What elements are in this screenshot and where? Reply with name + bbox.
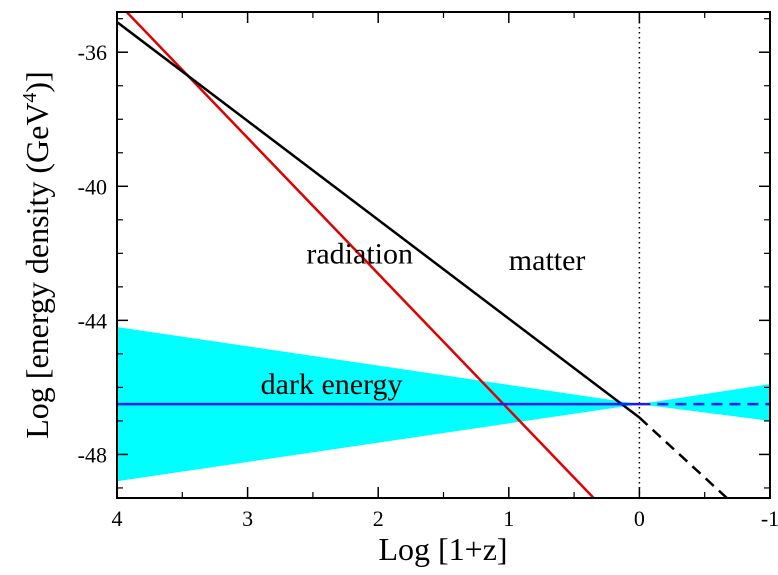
- y-axis-title: Log [energy density (GeV4)]: [19, 71, 55, 439]
- annotation-radiation: radiation: [306, 237, 413, 270]
- y-tick-label: -48: [78, 442, 107, 467]
- y-tick-label: -40: [78, 174, 107, 199]
- series-line-matter: [117, 21, 641, 419]
- x-tick-label: -1: [761, 506, 778, 531]
- y-axis-title-superscript: 4: [19, 93, 41, 103]
- x-tick-label: 1: [503, 506, 514, 531]
- annotation-matter: matter: [509, 244, 586, 277]
- y-axis-title-close: )]: [19, 71, 55, 92]
- x-tick-label: 0: [634, 506, 645, 531]
- x-axis-title: Log [1+z]: [378, 531, 507, 567]
- x-tick-label: 4: [112, 506, 123, 531]
- axis-ticks: [116, 12, 771, 498]
- tick-labels: 4 3 2 1 0 -1 -36 -40 -44 -48: [78, 40, 778, 531]
- annotation-dark-energy: dark energy: [261, 368, 403, 401]
- annotations: radiation matter dark energy: [261, 237, 586, 401]
- x-tick-label: 3: [242, 506, 253, 531]
- plot-area: [117, 12, 770, 498]
- x-tick-label: 2: [373, 506, 384, 531]
- series-line-radiation: [124, 12, 595, 498]
- y-tick-label: -44: [78, 308, 107, 333]
- series-line-matter_future: [638, 416, 728, 498]
- y-tick-label: -36: [78, 40, 107, 65]
- y-axis-title-main: Log [energy density (GeV: [19, 103, 55, 439]
